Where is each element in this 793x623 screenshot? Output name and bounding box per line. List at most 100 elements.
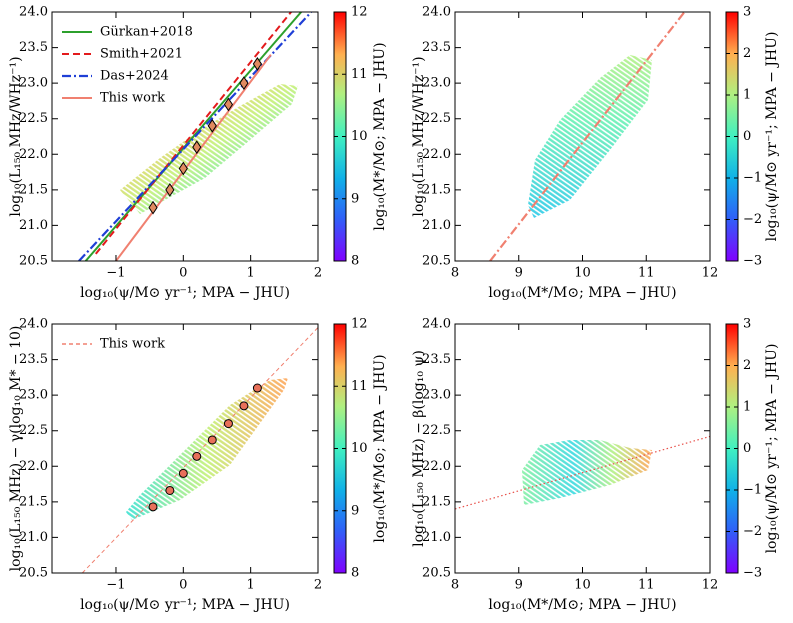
x-axis-label: log₁₀(M*/M⊙; MPA − JHU) [488,597,676,613]
y-tick-label: 23.0 [19,388,48,403]
colorbar-tick-label: 0 [743,441,751,456]
y-tick-label: 22.5 [422,423,451,438]
y-tick-label: 23.5 [19,352,48,367]
x-tick-label: 12 [702,266,719,281]
circle-marker [252,383,262,393]
series-line [78,12,313,261]
y-tick-label: 20.5 [422,254,451,269]
y-tick-label: 24.0 [19,317,48,332]
diamond-marker [178,161,188,176]
density-contours [120,55,652,520]
y-tick-label: 21.0 [19,218,48,233]
y-tick-label: 21.0 [19,530,48,545]
colorbar-tick-label: −2 [743,524,762,539]
x-tick-label: 9 [515,266,523,281]
colorbar-tick-label: −1 [743,171,762,186]
y-tick-label: 24.0 [422,317,451,332]
colorbar-tick-label: 2 [743,358,751,373]
circle-marker [165,485,175,495]
y-tick-label: 22.5 [422,111,451,126]
x-tick-label: 0 [179,266,187,281]
diamond-marker [192,140,202,155]
plot-area [455,435,710,510]
circle-marker [223,419,233,429]
x-tick-label: 9 [515,578,523,593]
colorbar-tick-label: 11 [351,379,368,394]
y-tick-label: 22.5 [19,111,48,126]
y-tick-label: 24.0 [422,5,451,20]
y-tick-label: 22.0 [19,147,48,162]
circle-marker [207,435,217,445]
x-tick-label: 1 [247,266,255,281]
colorbar-label: log₁₀(ψ/M⊙ yr⁻¹; MPA − JHU) [764,344,780,554]
y-tick-label: 23.5 [422,40,451,55]
y-tick-label: 20.5 [422,566,451,581]
plot-area [81,327,318,573]
y-axis-label: log₁₀(L₁₅₀ MHz/WHz⁻¹) [8,56,24,216]
x-tick-label: 10 [574,266,591,281]
colorbar-tick-label: 9 [351,191,359,206]
y-tick-label: 23.0 [422,76,451,91]
colorbar-tick-label: 8 [351,254,359,269]
colorbar-label: log₁₀(M*/M⊙; MPA − JHU) [372,42,388,230]
legend-label: This work [100,337,165,352]
colorbar-tick-label: −3 [743,566,762,581]
legend-label: This work [100,91,165,106]
x-tick-label: −1 [106,578,125,593]
y-tick-label: 22.0 [422,147,451,162]
y-axis-label: log₁₀(L₁₅₀ MHz) − β(log₁₀ ψ) [411,350,427,547]
diamond-marker [207,118,217,133]
diamond-marker [148,200,158,215]
colorbar-tick-label: 3 [743,5,751,20]
y-tick-label: 20.5 [19,254,48,269]
diamond-marker [239,76,249,91]
x-axis-label: log₁₀(ψ/M⊙ yr⁻¹; MPA − JHU) [80,597,290,613]
y-tick-label: 24.0 [19,5,48,20]
series-line [84,12,302,261]
colorbar-tick-label: −1 [743,483,762,498]
colorbar-label: log₁₀(M*/M⊙; MPA − JHU) [372,354,388,542]
colorbar-tick-label: 3 [743,317,751,332]
colorbar-tick-label: 0 [743,129,751,144]
x-tick-label: 1 [247,578,255,593]
y-tick-label: 23.0 [422,388,451,403]
y-tick-label: 22.0 [422,459,451,474]
series-line [489,12,686,261]
x-tick-label: 10 [574,578,591,593]
x-tick-label: 0 [179,578,187,593]
y-tick-label: 20.5 [19,566,48,581]
x-tick-label: 12 [702,578,719,593]
diamond-marker [223,97,234,112]
y-tick-label: 22.0 [19,459,48,474]
circle-marker [178,468,188,478]
x-axis-label: log₁₀(ψ/M⊙ yr⁻¹; MPA − JHU) [80,285,290,301]
y-tick-label: 21.5 [422,182,451,197]
legend-label: Gürkan+2018 [100,25,193,40]
x-tick-label: 11 [638,266,655,281]
x-tick-label: 11 [638,578,655,593]
x-tick-label: 8 [451,266,459,281]
x-tick-label: 8 [451,578,459,593]
y-axis-label: log₁₀(L₁₅₀ MHz) − γ(log₁₀ M* − 10) [8,326,24,572]
x-tick-label: −1 [106,266,125,281]
y-tick-label: 21.5 [422,494,451,509]
legend-label: Das+2024 [100,69,169,84]
diamond-marker [165,182,175,197]
y-tick-label: 22.5 [19,423,48,438]
colorbar-tick-label: 12 [351,5,368,20]
y-axis-label: log₁₀(L₁₅₀ MHz/WHz⁻¹) [411,56,427,216]
axes-frame [51,11,319,262]
legend-label: Smith+2021 [100,47,183,62]
series-line [115,54,272,261]
colorbar-tick-label: 12 [351,317,368,332]
colorbar-tick-label: 10 [351,441,368,456]
colorbar-tick-label: 8 [351,566,359,581]
x-tick-label: 2 [314,578,322,593]
y-tick-label: 21.5 [19,494,48,509]
plot-area [78,12,313,261]
colorbar-tick-label: 1 [743,88,751,103]
axes-frame [51,323,319,574]
colorbar-tick-label: 11 [351,67,368,82]
colorbar-tick-label: 1 [743,400,751,415]
